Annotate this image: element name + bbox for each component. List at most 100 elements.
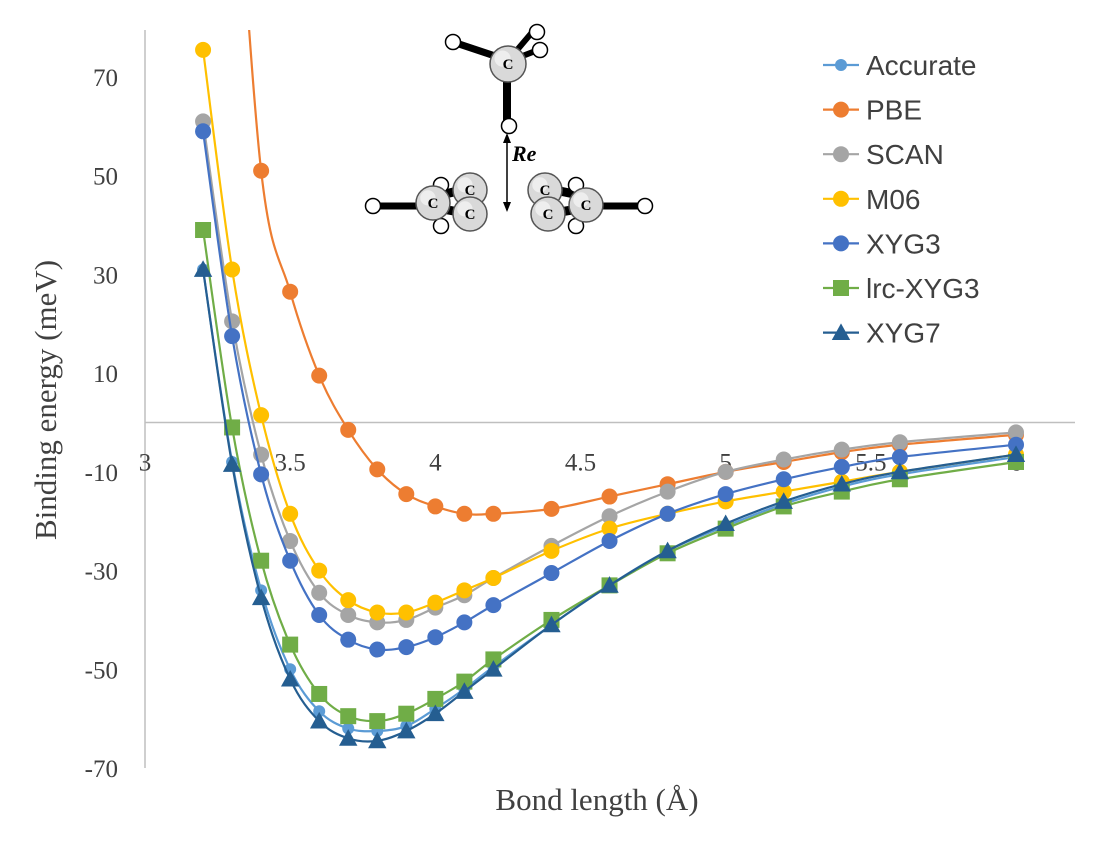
y-tick-label: -10 xyxy=(85,460,118,487)
data-point-xyg3 xyxy=(253,466,270,483)
series-xyg3 xyxy=(195,123,1024,658)
data-point-xyg7 xyxy=(426,704,445,722)
legend: Accurate PBE SCAN M06 XYG3 lrc-XYG3 XYG7 xyxy=(823,50,980,349)
data-point-m06 xyxy=(775,483,792,500)
y-axis-title: Binding energy (meV) xyxy=(28,260,63,540)
data-point-m06 xyxy=(601,520,618,537)
legend-item-m06: M06 xyxy=(823,184,920,215)
legend-item-xyg7: XYG7 xyxy=(823,318,941,349)
legend-item-pbe: PBE xyxy=(823,95,922,126)
data-point-lrc-xyg3 xyxy=(282,636,299,653)
legend-marker xyxy=(833,235,849,252)
data-point-pbe xyxy=(398,486,415,503)
data-point-accurate xyxy=(342,722,355,735)
carbon-atom: C xyxy=(568,187,604,223)
data-point-pbe xyxy=(311,367,328,384)
data-point-xyg3 xyxy=(775,471,792,488)
data-point-pbe xyxy=(340,421,357,438)
x-tick-label: 4.5 xyxy=(565,450,596,477)
arrow-head-up xyxy=(503,133,511,143)
carbon-atom: C xyxy=(415,185,451,221)
data-point-lrc-xyg3 xyxy=(311,685,328,702)
data-point-scan xyxy=(659,483,676,500)
data-point-lrc-xyg3 xyxy=(253,552,270,569)
legend-label: XYG7 xyxy=(866,318,941,349)
data-point-m06 xyxy=(427,594,444,611)
data-point-xyg7 xyxy=(251,588,271,606)
data-point-pbe xyxy=(543,500,560,517)
data-point-scan xyxy=(601,508,618,525)
data-point-xyg7 xyxy=(397,721,416,739)
legend-item-scan: SCAN xyxy=(823,139,944,170)
data-point-xyg7 xyxy=(890,462,910,480)
data-point-xyg7 xyxy=(193,260,213,277)
data-point-xyg3 xyxy=(833,458,850,475)
hydrogen-atom xyxy=(636,197,654,215)
data-point-xyg3 xyxy=(717,486,734,503)
data-point-m06 xyxy=(456,582,473,599)
data-point-scan xyxy=(717,463,734,480)
legend-label: lrc-XYG3 xyxy=(866,273,980,304)
series-xyg7 xyxy=(193,260,1026,749)
data-point-xyg7 xyxy=(368,731,387,749)
data-point-xyg3 xyxy=(311,606,328,623)
hydrogen-atom xyxy=(500,117,518,135)
y-tick-label: 70 xyxy=(93,65,118,92)
data-point-xyg3 xyxy=(195,123,212,140)
svg-text:C: C xyxy=(503,57,514,73)
x-tick-label: 3 xyxy=(139,450,152,477)
data-point-xyg7 xyxy=(832,474,851,492)
data-point-m06 xyxy=(253,407,270,424)
data-point-pbe xyxy=(282,283,299,300)
data-point-scan xyxy=(311,584,328,601)
svg-text:C: C xyxy=(543,207,554,223)
svg-text:C: C xyxy=(428,196,439,212)
legend-marker xyxy=(833,146,849,163)
arrow-head-down xyxy=(503,202,511,212)
legend-label: Accurate xyxy=(866,50,977,81)
data-point-scan xyxy=(775,451,792,468)
svg-text:C: C xyxy=(465,183,476,199)
data-point-xyg3 xyxy=(456,614,473,631)
data-point-m06 xyxy=(398,604,415,621)
data-point-pbe xyxy=(601,488,618,505)
data-point-xyg3 xyxy=(340,631,357,648)
data-point-scan xyxy=(891,434,908,451)
y-tick-label: -50 xyxy=(85,657,118,684)
y-tick-label: -30 xyxy=(85,559,118,586)
x-tick-label: 3.5 xyxy=(275,450,306,477)
legend-marker xyxy=(835,59,847,71)
data-point-xyg7 xyxy=(774,492,793,509)
data-point-scan xyxy=(224,313,241,330)
y-tick-label: 30 xyxy=(93,262,118,289)
data-point-lrc-xyg3 xyxy=(456,673,473,690)
data-point-lrc-xyg3 xyxy=(195,222,212,239)
data-point-m06 xyxy=(224,261,241,278)
x-axis-title: Bond length (Å) xyxy=(495,782,698,817)
legend-label: M06 xyxy=(866,184,920,215)
carbon-atom: C xyxy=(452,196,488,232)
carbon-atom: C xyxy=(489,45,527,83)
data-point-pbe xyxy=(456,505,473,522)
hydrogen-atom xyxy=(528,23,546,41)
x-tick-label: 4 xyxy=(429,450,442,477)
hydrogen-atom xyxy=(432,217,450,235)
data-point-xyg3 xyxy=(601,532,618,549)
re-label: Re xyxy=(511,141,537,166)
data-point-lrc-xyg3 xyxy=(340,708,357,725)
data-point-lrc-xyg3 xyxy=(427,690,444,707)
data-point-xyg7 xyxy=(280,669,300,687)
data-point-xyg3 xyxy=(1008,436,1024,453)
data-point-xyg7 xyxy=(484,660,503,677)
data-point-xyg3 xyxy=(369,641,386,658)
svg-text:C: C xyxy=(540,183,551,199)
legend-item-xyg3: XYG3 xyxy=(823,228,941,259)
data-point-pbe xyxy=(253,162,270,179)
data-point-lrc-xyg3 xyxy=(398,705,415,722)
legend-item-lrc-xyg3: lrc-XYG3 xyxy=(823,273,980,304)
y-tick-label: 10 xyxy=(93,361,118,388)
legend-item-accurate: Accurate xyxy=(823,50,977,81)
data-point-xyg7 xyxy=(658,541,677,559)
